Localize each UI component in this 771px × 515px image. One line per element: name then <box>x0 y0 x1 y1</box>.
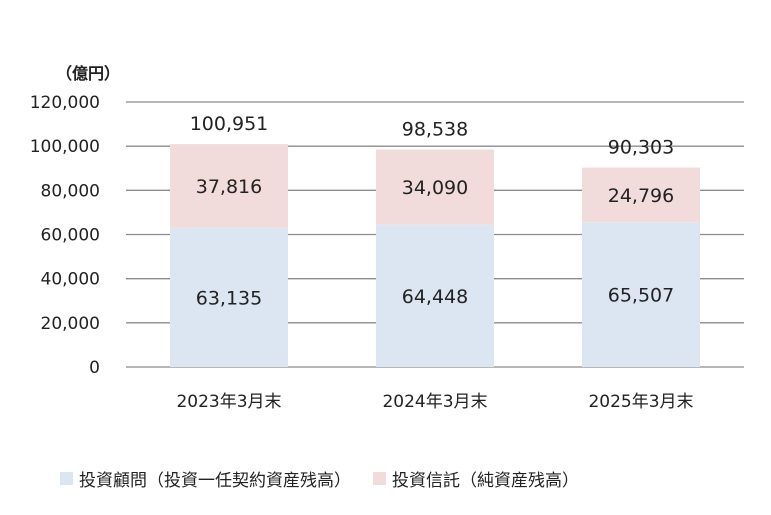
y-tick-label: 100,000 <box>30 137 100 157</box>
x-category-label: 2025年3月末 <box>588 392 693 412</box>
y-tick-label: 0 <box>89 358 100 378</box>
segment-value-label: 64,448 <box>402 286 468 308</box>
legend-item-advisory: 投資顧問（投資一任契約資産残高） <box>60 466 351 491</box>
segment-value-label: 24,796 <box>608 185 674 207</box>
legend-item-trust: 投資信託（純資産残高） <box>373 466 579 491</box>
bar-segment <box>376 224 494 367</box>
y-axis-ticks: 0 20,000 40,000 60,000 80,000 100,000 120,000 <box>30 93 100 378</box>
total-value-label: 98,538 <box>402 118 468 140</box>
y-tick-label: 40,000 <box>41 270 100 290</box>
bar-segment <box>170 144 288 228</box>
bar-segment <box>582 222 700 367</box>
legend: 投資顧問（投資一任契約資産残高） 投資信託（純資産残高） <box>60 466 601 491</box>
x-axis-categories: 2023年3月末 2024年3月末 2025年3月末 <box>176 392 693 412</box>
legend-label-trust: 投資信託（純資産残高） <box>392 471 579 491</box>
y-axis-unit-label: （億円） <box>56 64 120 83</box>
segment-value-label: 34,090 <box>402 177 468 199</box>
bar-segment <box>376 149 494 225</box>
legend-swatch-trust <box>373 472 386 485</box>
segment-value-label: 37,816 <box>196 176 262 198</box>
y-tick-label: 20,000 <box>41 314 100 334</box>
legend-label-advisory: 投資顧問（投資一任契約資産残高） <box>79 471 351 491</box>
y-tick-label: 80,000 <box>41 181 100 201</box>
bar-segment <box>582 167 700 223</box>
total-value-label: 90,303 <box>608 137 674 159</box>
data-labels: 63,135 37,816 100,951 64,448 34,090 98,538 65,… <box>190 113 675 309</box>
x-category-label: 2024年3月末 <box>382 392 487 412</box>
y-tick-label: 120,000 <box>30 93 100 113</box>
bar-segment <box>170 227 288 367</box>
segment-value-label: 65,507 <box>608 285 674 307</box>
x-category-label: 2023年3月末 <box>176 392 281 412</box>
y-tick-label: 60,000 <box>41 226 100 246</box>
bars <box>170 144 700 367</box>
total-value-label: 100,951 <box>190 113 269 135</box>
segment-value-label: 63,135 <box>196 287 262 309</box>
legend-swatch-advisory <box>60 472 73 485</box>
